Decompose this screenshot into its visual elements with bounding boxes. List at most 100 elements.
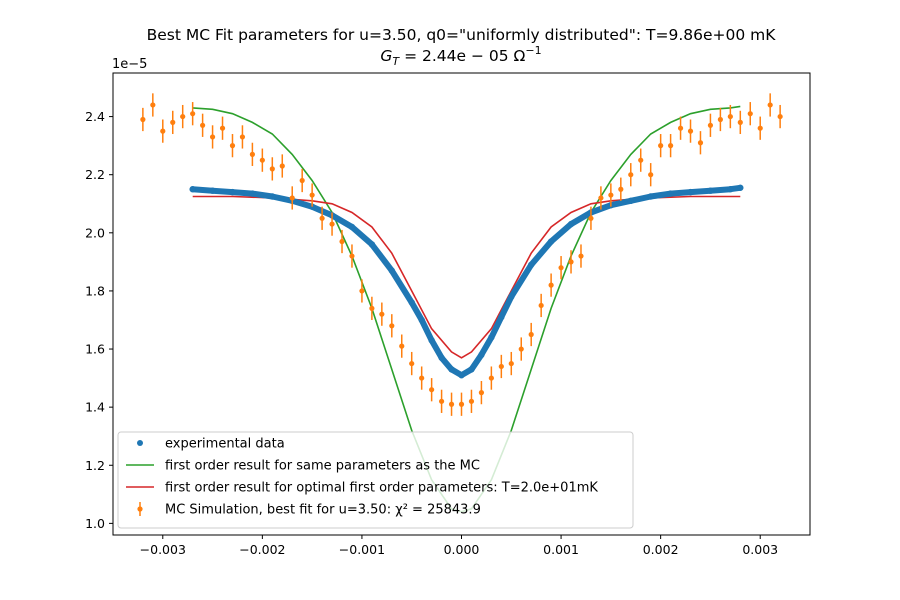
y-tick-label: 1.8 bbox=[85, 283, 105, 298]
mc-point bbox=[289, 195, 295, 201]
mc-point bbox=[628, 172, 634, 178]
mc-point bbox=[598, 195, 604, 201]
legend-label: MC Simulation, best fit for u=3.50: χ² =… bbox=[165, 503, 481, 518]
mc-point bbox=[767, 102, 773, 108]
mc-point bbox=[259, 157, 265, 163]
experimental-point bbox=[567, 220, 575, 228]
x-tick-label: 0.000 bbox=[444, 542, 480, 557]
mc-point bbox=[648, 172, 654, 178]
mc-point bbox=[697, 140, 704, 146]
legend-label: first order result for optimal first ord… bbox=[165, 481, 598, 496]
mc-point bbox=[309, 192, 315, 198]
x-tick-label: 0.002 bbox=[643, 542, 679, 557]
x-tick-label: −0.003 bbox=[140, 542, 186, 557]
y-tick-label: 1.4 bbox=[85, 400, 105, 415]
mc-point bbox=[239, 134, 246, 140]
mc-point bbox=[229, 143, 236, 149]
legend: experimental data first order result for … bbox=[117, 431, 634, 529]
mc-point bbox=[160, 128, 166, 134]
mc-point bbox=[448, 401, 455, 407]
series-experimental bbox=[189, 184, 744, 379]
mc-point bbox=[518, 346, 524, 352]
series-mc-simulation bbox=[140, 93, 783, 416]
mc-point bbox=[777, 113, 783, 120]
mc-point bbox=[707, 122, 714, 128]
mc-point bbox=[638, 157, 644, 163]
mc-point bbox=[249, 151, 255, 157]
mc-point bbox=[578, 253, 584, 259]
experimental-point bbox=[647, 193, 654, 200]
experimental-point bbox=[458, 371, 465, 379]
mc-point bbox=[608, 192, 614, 198]
y-tick-label: 1.2 bbox=[85, 458, 105, 473]
experimental-point bbox=[547, 238, 555, 245]
mc-point bbox=[438, 398, 445, 404]
experimental-point bbox=[428, 337, 435, 344]
mc-point bbox=[498, 363, 504, 370]
subtitle-g: G bbox=[380, 47, 392, 65]
mc-point bbox=[687, 128, 694, 134]
y-tick-label: 2.4 bbox=[85, 109, 105, 124]
y-tick-label: 1.0 bbox=[85, 516, 105, 531]
experimental-point bbox=[408, 299, 415, 306]
mc-point bbox=[508, 360, 514, 367]
mc-point bbox=[478, 390, 485, 396]
mc-point bbox=[618, 186, 624, 192]
mc-point bbox=[468, 398, 475, 404]
experimental-point bbox=[348, 223, 356, 231]
x-axis-ticks: −0.003 −0.002 −0.001 0.000 0.001 0.002 0.003 bbox=[140, 535, 778, 557]
subtitle-sub: T bbox=[392, 55, 400, 68]
mc-point bbox=[359, 288, 365, 294]
mc-point bbox=[180, 113, 186, 120]
subtitle-sup: −1 bbox=[525, 44, 541, 57]
x-tick-label: −0.001 bbox=[339, 542, 385, 557]
chart-subtitle: GT = 2.44e − 05 Ω−1 bbox=[380, 44, 541, 68]
mc-point bbox=[339, 238, 345, 245]
mc-point bbox=[209, 134, 216, 140]
experimental-point bbox=[388, 267, 395, 274]
mc-point bbox=[190, 111, 196, 117]
mc-point bbox=[269, 166, 275, 172]
experimental-point bbox=[448, 366, 455, 373]
experimental-point bbox=[707, 187, 714, 194]
legend-marker-dot bbox=[137, 440, 143, 446]
experimental-point bbox=[468, 366, 475, 373]
legend-label: first order result for same parameters a… bbox=[165, 459, 480, 474]
y-axis-ticks: 1.0 1.2 1.4 1.6 1.8 2.0 2.2 2.4 bbox=[85, 109, 113, 531]
legend-marker-point bbox=[137, 506, 143, 512]
mc-point bbox=[668, 143, 674, 149]
experimental-point bbox=[687, 188, 694, 196]
mc-point bbox=[538, 302, 544, 309]
x-tick-label: 0.003 bbox=[742, 542, 778, 557]
mc-point bbox=[558, 265, 564, 271]
first-order-optimal-line bbox=[192, 195, 741, 359]
mc-point bbox=[389, 323, 395, 329]
mc-point bbox=[279, 163, 285, 169]
mc-point bbox=[658, 143, 664, 149]
chart-title: Best MC Fit parameters for u=3.50, q0="u… bbox=[147, 26, 777, 44]
experimental-point bbox=[737, 184, 744, 191]
mc-point bbox=[409, 360, 415, 367]
mc-point bbox=[727, 113, 733, 120]
mc-point bbox=[379, 311, 385, 317]
y-tick-label: 1.6 bbox=[85, 342, 105, 357]
x-tick-label: −0.002 bbox=[239, 542, 285, 557]
mc-point bbox=[548, 282, 554, 288]
mc-point bbox=[747, 111, 753, 117]
experimental-point bbox=[189, 186, 196, 193]
mc-point bbox=[369, 305, 375, 311]
experimental-point bbox=[488, 334, 495, 341]
experimental-point bbox=[498, 313, 505, 321]
mc-point bbox=[737, 119, 743, 125]
mc-point bbox=[170, 119, 176, 125]
legend-entries: experimental data first order result for … bbox=[126, 437, 598, 518]
mc-point bbox=[419, 375, 425, 381]
x-tick-label: 0.001 bbox=[543, 542, 579, 557]
y-offset-text: 1e−5 bbox=[112, 57, 147, 72]
experimental-point bbox=[438, 354, 445, 361]
series-first-order-optimal bbox=[192, 195, 741, 359]
mc-point bbox=[299, 177, 305, 184]
mc-point bbox=[568, 259, 574, 265]
experimental-point bbox=[508, 293, 515, 300]
